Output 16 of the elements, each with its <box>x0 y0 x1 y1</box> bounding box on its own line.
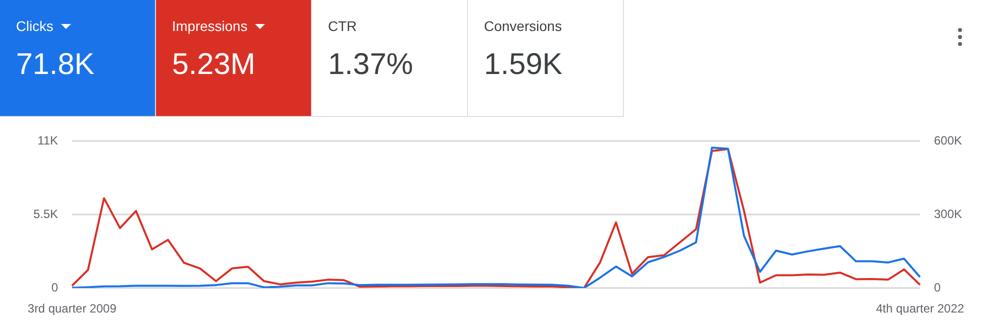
x-tick-label: 3rd quarter 2009 <box>28 302 117 316</box>
text: 71.8K <box>16 48 96 82</box>
y-tick-label: 11K <box>38 134 58 148</box>
category-label: CTR <box>328 18 357 34</box>
text: 1.59K <box>484 48 564 82</box>
y2-tick-label: 300K <box>934 206 962 221</box>
text: 1.37% <box>328 48 414 82</box>
y2-tick-label: 0 <box>934 280 941 294</box>
y-tick-label: 5.5K <box>33 206 58 221</box>
x-tick-label: 4th quarter 2022 <box>876 302 964 316</box>
category-label: Clicks <box>16 18 54 34</box>
category-label: Impressions <box>172 18 248 34</box>
y-tick-label: 0 <box>51 280 58 294</box>
y2-tick-label: 600K <box>934 134 962 148</box>
category-label: Conversions <box>484 18 562 34</box>
text: 5.23M <box>172 48 256 82</box>
